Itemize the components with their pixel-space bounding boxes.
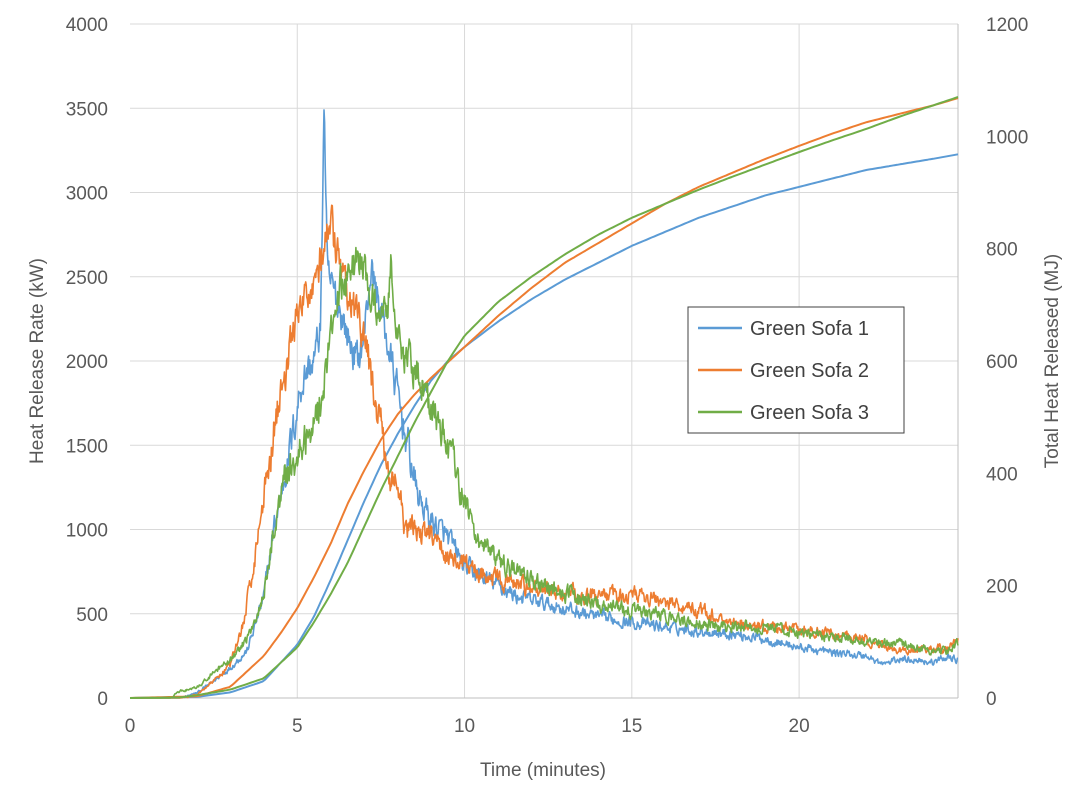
y-tick-label: 2500 [66, 268, 108, 289]
y2-tick-label: 0 [986, 689, 997, 710]
gridlines [130, 23, 958, 698]
legend: Green Sofa 1 Green Sofa 2 Green Sofa 3 [687, 306, 905, 434]
x-tick-label: 10 [454, 716, 475, 737]
y-tick-label: 3500 [66, 99, 108, 120]
y-tick-label: 3000 [66, 184, 108, 205]
x-tick-label: 5 [292, 716, 303, 737]
x-tick-label: 15 [621, 716, 642, 737]
y-axis-title: Heat Release Rate (kW) [27, 258, 48, 464]
y2-tick-label: 1200 [986, 15, 1028, 36]
y-tick-label: 500 [76, 605, 108, 626]
legend-label-3: Green Sofa 3 [750, 402, 869, 424]
y2-tick-label: 800 [986, 240, 1018, 261]
x-axis-title: Time (minutes) [480, 760, 606, 781]
y2-tick-label: 400 [986, 464, 1018, 485]
x-tick-label: 20 [789, 716, 810, 737]
series-lines [129, 96, 959, 699]
hrr-line-2 [129, 204, 959, 699]
y2-axis-title: Total Heat Released (MJ) [1042, 254, 1063, 468]
y2-tick-label: 200 [986, 577, 1018, 598]
y2-tick-label: 1000 [986, 127, 1028, 148]
y-tick-label: 0 [97, 689, 108, 710]
thr-line-1 [130, 153, 959, 699]
thr-line-3 [130, 96, 959, 699]
y2-tick-label: 600 [986, 352, 1018, 373]
y-tick-label: 4000 [66, 15, 108, 36]
x-tick-label: 0 [125, 716, 136, 737]
axes [130, 24, 959, 699]
thr-line-2 [129, 97, 959, 699]
y-tick-label: 1500 [66, 436, 108, 457]
y-tick-label: 2000 [66, 352, 108, 373]
legend-label-1: Green Sofa 1 [750, 318, 869, 340]
legend-label-2: Green Sofa 2 [750, 360, 869, 382]
hrr-line-3 [129, 246, 959, 699]
y-tick-label: 1000 [66, 521, 108, 542]
